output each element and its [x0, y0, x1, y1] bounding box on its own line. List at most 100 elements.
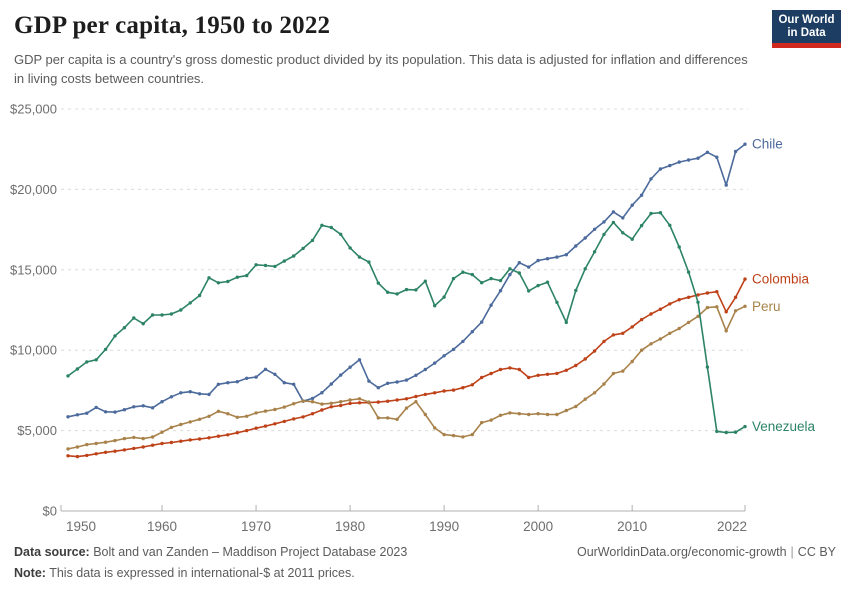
- data-point: [442, 295, 446, 299]
- data-point: [367, 379, 371, 383]
- data-point: [545, 372, 550, 376]
- footer-source-note: Data source: Bolt and van Zanden – Maddi…: [14, 542, 836, 584]
- x-tick-label: 1960: [147, 519, 177, 534]
- data-point: [235, 380, 239, 384]
- y-tick-label: $15,000: [10, 262, 57, 277]
- data-point: [85, 453, 89, 458]
- data-point: [197, 417, 202, 421]
- data-point: [188, 301, 192, 305]
- data-point: [386, 290, 390, 294]
- data-point: [263, 409, 268, 413]
- data-point: [705, 150, 710, 154]
- data-point: [132, 405, 136, 409]
- plot-area[interactable]: [61, 99, 745, 511]
- data-point: [367, 260, 371, 264]
- data-point: [639, 317, 644, 322]
- data-point: [536, 258, 540, 263]
- data-point: [517, 271, 521, 275]
- data-point: [564, 368, 568, 372]
- data-point: [367, 400, 371, 404]
- data-point: [395, 417, 399, 421]
- data-point: [574, 363, 578, 368]
- series-label-peru[interactable]: Peru: [752, 299, 781, 314]
- data-point: [141, 445, 145, 449]
- data-point: [564, 253, 568, 257]
- data-point: [103, 450, 108, 454]
- series-label-colombia[interactable]: Colombia: [752, 272, 810, 287]
- y-tick-label: $5,000: [17, 423, 57, 438]
- data-point: [658, 211, 663, 215]
- data-point: [188, 390, 192, 394]
- data-point: [423, 279, 427, 283]
- data-point: [668, 163, 672, 168]
- data-point: [282, 405, 286, 409]
- data-point: [301, 246, 305, 251]
- data-point: [423, 412, 427, 417]
- series-label-venezuela[interactable]: Venezuela: [752, 419, 816, 434]
- data-point: [339, 400, 343, 404]
- data-point: [414, 288, 418, 292]
- data-point: [75, 454, 80, 459]
- data-point: [357, 255, 362, 259]
- y-tick-label: $0: [43, 504, 57, 519]
- data-point: [715, 155, 719, 159]
- series-points-peru: [66, 304, 747, 451]
- data-point: [433, 304, 437, 308]
- data-point: [668, 223, 672, 227]
- data-point: [85, 442, 89, 447]
- data-point: [715, 305, 719, 309]
- data-point: [216, 382, 221, 386]
- data-point: [376, 400, 380, 404]
- data-point: [592, 227, 597, 231]
- data-point: [122, 448, 127, 452]
- data-point: [527, 412, 531, 417]
- data-point: [602, 220, 606, 224]
- data-point: [470, 330, 474, 334]
- data-point: [508, 272, 512, 277]
- data-point: [564, 320, 568, 325]
- data-point: [310, 396, 315, 401]
- x-tick-label: 1970: [241, 519, 271, 534]
- data-point: [574, 404, 578, 409]
- x-tick-label: 2010: [617, 519, 647, 534]
- data-point: [498, 413, 503, 417]
- data-point: [649, 211, 653, 216]
- data-point: [498, 278, 503, 283]
- data-point: [545, 280, 550, 284]
- data-point: [348, 246, 352, 250]
- footer-link[interactable]: OurWorldinData.org/economic-growth: [576, 545, 787, 559]
- data-point: [404, 287, 409, 292]
- data-point: [75, 413, 80, 417]
- data-point: [630, 359, 634, 364]
- data-point: [122, 326, 127, 330]
- data-point: [179, 391, 183, 395]
- data-point: [433, 391, 437, 395]
- data-point: [480, 420, 484, 425]
- data-point: [574, 244, 578, 248]
- series-label-chile[interactable]: Chile: [752, 137, 783, 152]
- data-point: [150, 435, 155, 439]
- data-point: [696, 300, 700, 304]
- owid-logo-line2: in Data: [787, 27, 826, 39]
- data-point: [254, 375, 258, 379]
- data-point: [451, 388, 456, 392]
- data-point: [658, 337, 663, 341]
- data-point: [320, 223, 324, 227]
- data-point: [94, 452, 98, 456]
- data-point: [470, 272, 474, 277]
- data-point: [113, 410, 117, 414]
- owid-logo[interactable]: Our World in Data: [772, 10, 841, 48]
- data-point: [489, 276, 493, 281]
- data-point: [85, 360, 89, 364]
- data-point: [66, 415, 70, 419]
- data-point: [536, 412, 540, 416]
- data-point: [339, 403, 343, 408]
- series-points-chile: [66, 142, 747, 419]
- y-tick-label: $25,000: [10, 102, 57, 117]
- data-point: [66, 454, 70, 458]
- data-point: [150, 406, 155, 410]
- data-point: [254, 426, 258, 430]
- x-tick-label: 2000: [523, 519, 553, 534]
